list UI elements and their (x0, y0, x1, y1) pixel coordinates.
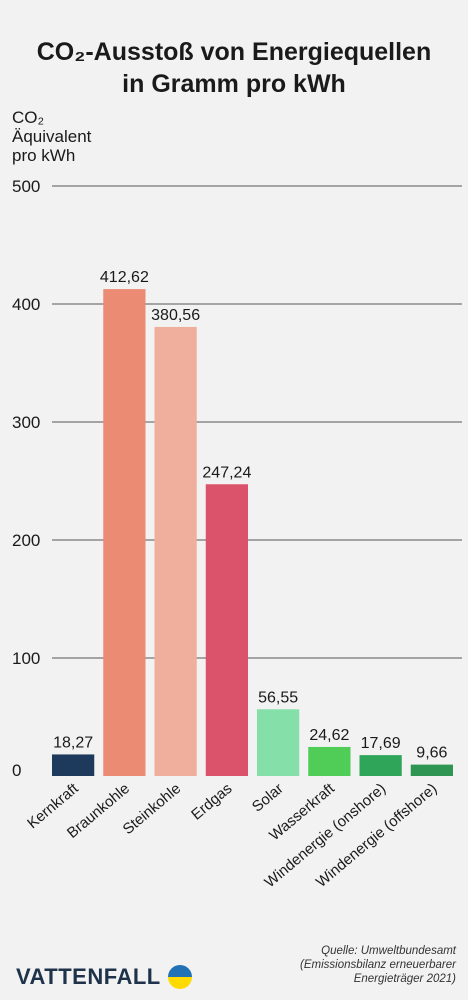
bar-5 (308, 746, 351, 776)
category-label: Solar (249, 780, 287, 816)
chart-title: CO₂-Ausstoß von Energiequellen in Gramm … (0, 36, 468, 100)
source-note: Quelle: Umweltbundesamt (Emissionsbilanz… (196, 944, 456, 986)
source-line-1: Quelle: Umweltbundesamt (321, 945, 456, 957)
chart-title-line-1: CO₂-Ausstoß von Energiequellen (36, 38, 432, 66)
y-tick-label: 300 (12, 413, 40, 432)
y-tick-label: 100 (12, 649, 40, 668)
bar-4 (257, 709, 300, 776)
y-axis-label-line-2: Äquivalent (12, 127, 92, 146)
bar-chart: 010020030040050018,27Kernkraft412,62Brau… (12, 177, 462, 891)
value-label: 24,62 (309, 727, 349, 744)
value-label: 380,56 (151, 307, 200, 324)
value-label: 18,27 (53, 734, 93, 751)
bar-3 (205, 484, 248, 776)
y-axis-label-line-1: CO₂ (12, 108, 45, 127)
bar-0 (52, 754, 95, 776)
value-label: 56,55 (258, 689, 298, 706)
value-label: 9,66 (416, 745, 447, 762)
source-line-2: (Emissionsbilanz erneuerbarer (300, 959, 456, 971)
y-tick-label: 200 (12, 531, 40, 550)
logo-wordmark: VATTENFALL (16, 964, 161, 989)
source-line-3: Energieträger 2021) (353, 973, 456, 985)
category-label: Erdgas (188, 780, 235, 824)
value-label: 247,24 (202, 464, 251, 481)
value-label: 17,69 (361, 735, 401, 752)
y-axis-label-line-3: pro kWh (12, 146, 76, 165)
y-tick-label: 400 (12, 295, 40, 314)
y-tick-label: 0 (12, 761, 21, 780)
bar-7 (410, 764, 453, 776)
value-label: 412,62 (100, 269, 149, 286)
y-axis-label: CO₂ Äquivalent pro kWh (12, 108, 91, 165)
bar-2 (154, 326, 197, 776)
y-tick-label: 500 (12, 177, 40, 196)
bar-6 (359, 755, 402, 776)
vattenfall-logo-icon (167, 965, 192, 989)
bar-1 (103, 289, 146, 776)
chart-title-line-2: in Gramm pro kWh (122, 70, 346, 98)
vattenfall-logo: VATTENFALL (16, 962, 193, 992)
